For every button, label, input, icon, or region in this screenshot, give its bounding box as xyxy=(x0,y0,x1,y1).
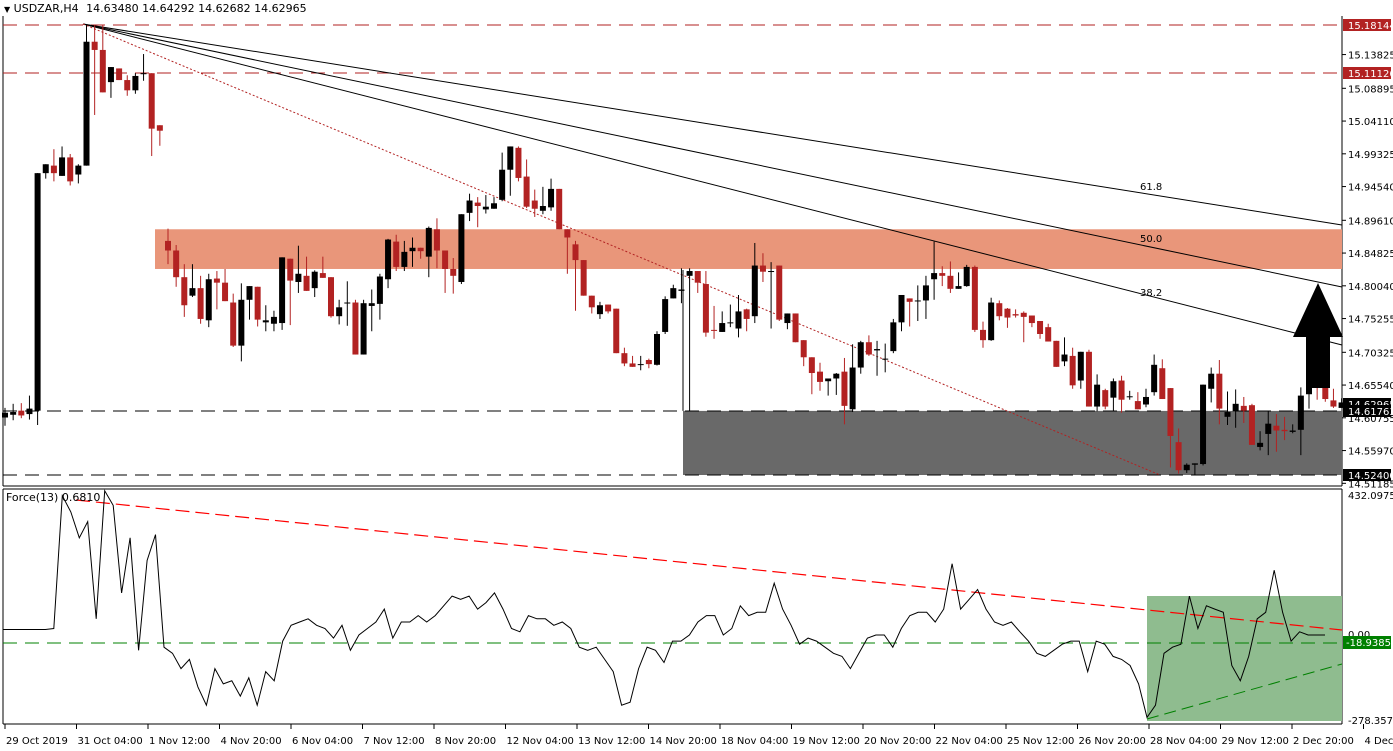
chart-title[interactable]: ▼ USDZAR,H4 14.63480 14.64292 14.62682 1… xyxy=(4,2,307,15)
price-tick-label: 14.60755 xyxy=(1348,414,1393,425)
time-tick-label: 20 Nov 20:00 xyxy=(864,736,931,747)
resistance-zone xyxy=(155,229,1342,269)
time-tick-label: 2 Dec 20:00 xyxy=(1293,736,1354,747)
time-tick-label: 4 Nov 20:00 xyxy=(221,736,282,747)
time-tick-label: 26 Nov 20:00 xyxy=(1079,736,1146,747)
time-tick-label: 8 Nov 20:00 xyxy=(435,736,496,747)
time-tick-label: 28 Nov 04:00 xyxy=(1150,736,1217,747)
price-tick-label: 15.04110 xyxy=(1348,117,1393,128)
force-green-trendline xyxy=(1146,663,1343,720)
price-tick-label: 14.99325 xyxy=(1348,150,1393,161)
fib-fan-layer: 61.8 50.0 38.2 xyxy=(82,23,1343,476)
time-tick-label: 25 Nov 12:00 xyxy=(1007,736,1074,747)
svg-text:432.0975: 432.0975 xyxy=(1348,491,1393,502)
ohlc-values: 14.63480 14.64292 14.62682 14.62965 xyxy=(86,2,307,15)
time-axis: 29 Oct 2019 31 Oct 04:00 1 Nov 12:00 4 Nov … xyxy=(4,724,1393,747)
price-label-box xyxy=(1343,67,1391,79)
fib-fan-50 xyxy=(82,23,1343,288)
force-line xyxy=(3,489,1325,719)
price-axis: 15.13825 15.08895 15.04110 14.99325 14.94540… xyxy=(1342,19,1393,490)
fib-fan-61 xyxy=(82,23,1343,226)
price-tick-label: 14.65540 xyxy=(1348,381,1393,392)
price-label-text: 15.11126 xyxy=(1348,69,1393,80)
price-tick-label: 14.70325 xyxy=(1348,348,1393,359)
price-label-text: 15.18144 xyxy=(1348,21,1393,32)
price-label-box xyxy=(1343,19,1391,31)
time-tick-label: 13 Nov 12:00 xyxy=(578,736,645,747)
levels-layer xyxy=(3,24,1342,476)
force-indicator-title: Force(13) 0.6810 xyxy=(6,491,101,504)
price-label-box xyxy=(1343,405,1391,417)
price-tick-label: 14.84825 xyxy=(1348,249,1393,260)
price-tick-label: 14.80040 xyxy=(1348,282,1393,293)
price-tick-label: 14.75255 xyxy=(1348,315,1393,326)
time-tick-label: 4 Dec 04:00 xyxy=(1365,736,1393,747)
fib-label: 50.0 xyxy=(1140,234,1162,245)
zones-layer xyxy=(155,229,1342,475)
time-tick-label: 31 Oct 04:00 xyxy=(78,736,143,747)
price-tick-label: 14.89610 xyxy=(1348,216,1393,227)
force-red-trendline xyxy=(75,499,1343,631)
fib-label: 38.2 xyxy=(1140,288,1162,299)
candles-layer xyxy=(2,25,1353,475)
price-tick-label: 15.13825 xyxy=(1348,51,1393,62)
triangle-down-icon[interactable]: ▼ xyxy=(4,5,11,14)
price-tick-label: 15.08895 xyxy=(1348,84,1393,95)
price-label-text: 14.61763 xyxy=(1348,407,1393,418)
time-tick-label: 1 Nov 12:00 xyxy=(149,736,210,747)
time-tick-label: 14 Nov 20:00 xyxy=(650,736,717,747)
price-tick-label: 14.55970 xyxy=(1348,447,1393,458)
time-tick-label: 12 Nov 04:00 xyxy=(507,736,574,747)
force-highlight-zone xyxy=(1147,596,1342,721)
force-axis: 432.0975 0.00 -278.3578 -18.9385 xyxy=(1343,491,1393,727)
time-tick-label: 7 Nov 12:00 xyxy=(364,736,425,747)
symbol-label: USDZAR,H4 xyxy=(13,2,79,15)
support-zone xyxy=(683,410,1342,475)
force-indicator-layer xyxy=(3,489,1343,721)
time-tick-label: 6 Nov 04:00 xyxy=(292,736,353,747)
fib-label: 61.8 xyxy=(1140,182,1162,193)
time-tick-label: 18 Nov 04:00 xyxy=(721,736,788,747)
force-value-text: -18.9385 xyxy=(1346,638,1391,649)
price-label-text: 14.52400 xyxy=(1348,471,1393,482)
fib-fan-trend xyxy=(82,23,1161,476)
fib-fan-38 xyxy=(82,23,1343,346)
time-tick-label: 29 Oct 2019 xyxy=(6,736,68,747)
time-tick-label: 29 Nov 12:00 xyxy=(1222,736,1289,747)
price-label-box xyxy=(1343,469,1391,481)
price-tick-label: 14.51185 xyxy=(1348,479,1393,490)
time-tick-label: 22 Nov 04:00 xyxy=(936,736,1003,747)
svg-text:-278.3578: -278.3578 xyxy=(1348,716,1393,727)
force-value-box xyxy=(1343,636,1391,649)
time-tick-label: 19 Nov 12:00 xyxy=(793,736,860,747)
up-arrow-icon xyxy=(1293,283,1343,388)
svg-text:0.00: 0.00 xyxy=(1348,630,1370,641)
price-tick-label: 14.94540 xyxy=(1348,183,1393,194)
